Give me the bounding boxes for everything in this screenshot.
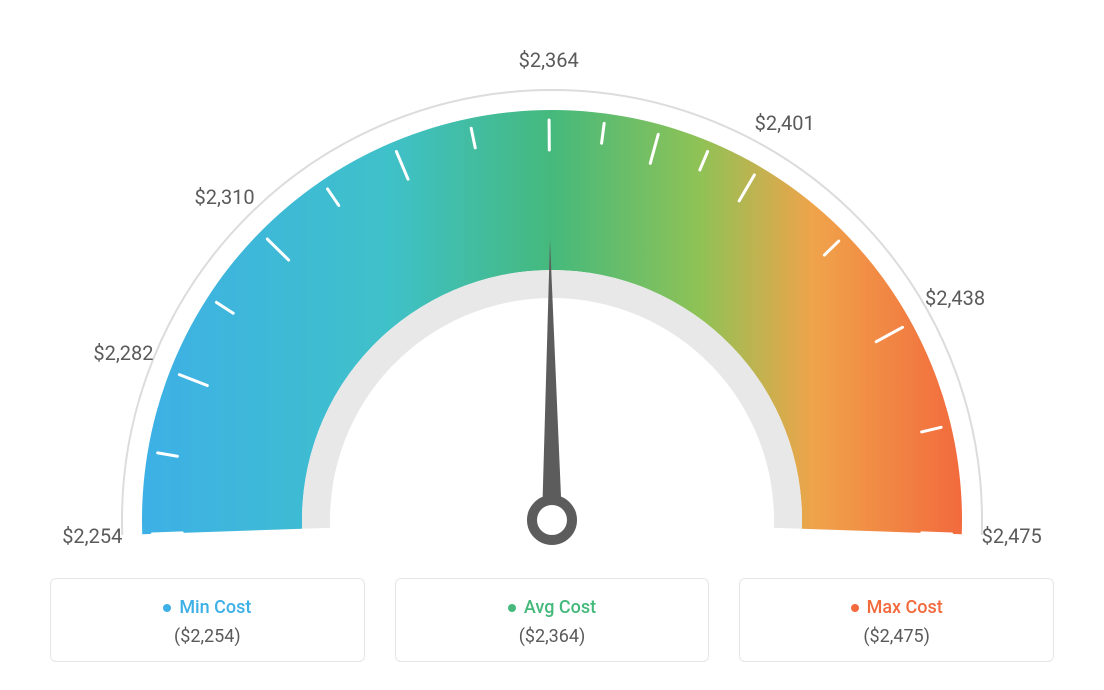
legend-title-min: Min Cost <box>163 597 251 618</box>
legend-title-max: Max Cost <box>851 597 943 618</box>
legend-min-label: Min Cost <box>179 597 251 618</box>
gauge-tick-label: $2,282 <box>93 341 153 365</box>
dot-icon <box>508 604 516 612</box>
gauge-tick-label: $2,254 <box>62 524 122 548</box>
legend-avg-label: Avg Cost <box>524 597 596 618</box>
gauge-tick-label: $2,438 <box>925 286 985 310</box>
legend-row: Min Cost ($2,254) Avg Cost ($2,364) Max … <box>50 578 1054 663</box>
gauge-tick-label: $2,475 <box>982 524 1042 548</box>
legend-card-avg: Avg Cost ($2,364) <box>395 578 710 663</box>
legend-card-max: Max Cost ($2,475) <box>739 578 1054 663</box>
dot-icon <box>163 604 171 612</box>
dot-icon <box>851 604 859 612</box>
gauge-tick-label: $2,401 <box>755 111 815 135</box>
legend-min-value: ($2,254) <box>61 626 354 647</box>
gauge-tick-label: $2,364 <box>519 48 579 72</box>
legend-title-avg: Avg Cost <box>508 597 596 618</box>
legend-max-value: ($2,475) <box>750 626 1043 647</box>
legend-max-label: Max Cost <box>867 597 943 618</box>
gauge-tick-label: $2,310 <box>195 185 255 209</box>
cost-gauge-chart: $2,254 $2,282 $2,310 $2,364 $2,401 $2,438 $2,4… <box>0 10 1104 570</box>
legend-card-min: Min Cost ($2,254) <box>50 578 365 663</box>
legend-avg-value: ($2,364) <box>406 626 699 647</box>
